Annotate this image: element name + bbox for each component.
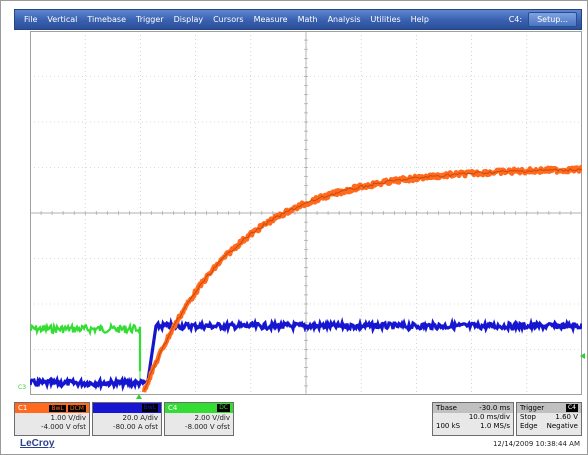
trigger-slope: Negative <box>546 422 578 430</box>
c2-descriptor-head: BwL <box>93 403 161 413</box>
c1-id: C1 <box>18 403 28 412</box>
menu-bar: File Vertical Timebase Trigger Display Cursor… <box>14 9 582 30</box>
menu-items: File Vertical Timebase Trigger Display Cursor… <box>19 10 434 29</box>
c4-tag-dc: DC <box>217 404 230 412</box>
c4-descriptor-body: 2.00 V/div -8.000 V ofst <box>165 413 233 435</box>
menu-item-measure[interactable]: Measure <box>253 15 288 24</box>
c2-descriptor[interactable]: BwL 20.0 A/div -80.00 A ofst <box>92 402 162 436</box>
menu-item-display[interactable]: Display <box>173 15 204 24</box>
timebase-head: Tbase -30.0 ms <box>433 403 513 413</box>
timebase-descriptor[interactable]: Tbase -30.0 ms 10.0 ms/div 100 kS 1.0 MS… <box>432 402 514 436</box>
trigger-row-2: Edge Negative <box>517 422 581 431</box>
timebase-tdiv: 10.0 ms/div <box>468 413 510 421</box>
c1-tag-bwl: BwL <box>49 404 66 412</box>
c4-vdiv: 2.00 V/div <box>194 414 231 422</box>
timebase-title: Tbase <box>436 403 457 412</box>
menu-item-timebase[interactable]: Timebase <box>87 15 126 24</box>
c1-descriptor[interactable]: C1 BwL DCM 1.00 V/div -4.000 V ofst <box>14 402 90 436</box>
graticule-svg <box>30 31 582 395</box>
timebase-row-2: 100 kS 1.0 MS/s <box>433 422 513 431</box>
active-channel-label: C4: <box>508 15 523 24</box>
trigger-title: Trigger <box>520 403 545 412</box>
capture-timestamp: 12/14/2009 10:38:44 AM <box>492 440 580 448</box>
timebase-delay: -30.0 ms <box>479 403 510 412</box>
trigger-descriptor[interactable]: Trigger C4 Stop 1.60 V Edge Negative <box>516 402 582 436</box>
c1-tags: BwL DCM <box>49 404 86 413</box>
lecroy-logo: LeCroy <box>20 438 55 449</box>
trigger-head: Trigger C4 <box>517 403 581 413</box>
c4-level-marker <box>580 353 585 359</box>
c4-offset: -8.000 V ofst <box>185 423 230 431</box>
menu-item-math[interactable]: Math <box>297 15 318 24</box>
trigger-type: Edge <box>520 422 538 430</box>
c1-descriptor-body: 1.00 V/div -4.000 V ofst <box>15 413 89 435</box>
trigger-row-1: Stop 1.60 V <box>517 413 581 422</box>
trigger-level: 1.60 V <box>555 413 578 421</box>
menu-item-help[interactable]: Help <box>410 15 429 24</box>
c2-descriptor-body: 20.0 A/div -80.00 A ofst <box>93 413 161 435</box>
c1-tag-dcm: DCM <box>68 404 86 412</box>
c4-descriptor[interactable]: C4 DC 2.00 V/div -8.000 V ofst <box>164 402 234 436</box>
c3-ground-marker: C3 <box>18 384 27 391</box>
setup-button[interactable]: Setup... <box>528 12 577 27</box>
menu-item-utilities[interactable]: Utilities <box>370 15 401 24</box>
grid-border <box>30 31 582 395</box>
c2-vdiv: 20.0 A/div <box>122 414 159 422</box>
trigger-mode: Stop <box>520 413 536 421</box>
trigger-source-badge: C4 <box>565 404 578 412</box>
menu-item-file[interactable]: File <box>24 15 38 24</box>
waveform-grid[interactable] <box>30 31 582 395</box>
trace-c4 <box>30 321 142 371</box>
trigger-position-marker <box>136 394 142 399</box>
c1-descriptor-head: C1 BwL DCM <box>15 403 89 413</box>
c2-offset: -80.00 A ofst <box>113 423 158 431</box>
c1-offset: -4.000 V ofst <box>41 423 86 431</box>
c1-vdiv: 1.00 V/div <box>50 414 87 422</box>
c2-tag-bwl: BwL <box>141 404 158 412</box>
left-strip <box>14 31 30 395</box>
trace-c1-core <box>143 167 582 391</box>
menu-item-trigger[interactable]: Trigger <box>136 15 164 24</box>
menu-item-vertical[interactable]: Vertical <box>47 15 78 24</box>
timebase-row-1: 10.0 ms/div <box>433 413 513 422</box>
trace-current <box>30 316 582 392</box>
menu-item-cursors[interactable]: Cursors <box>213 15 244 24</box>
c4-descriptor-head: C4 DC <box>165 403 233 413</box>
menu-item-analysis[interactable]: Analysis <box>327 15 361 24</box>
timebase-samples: 100 kS <box>436 422 461 430</box>
c4-id: C4 <box>168 403 178 412</box>
trace-c1 <box>141 164 582 393</box>
menu-right: C4: Setup... <box>509 12 577 27</box>
timebase-rate: 1.0 MS/s <box>480 422 510 430</box>
